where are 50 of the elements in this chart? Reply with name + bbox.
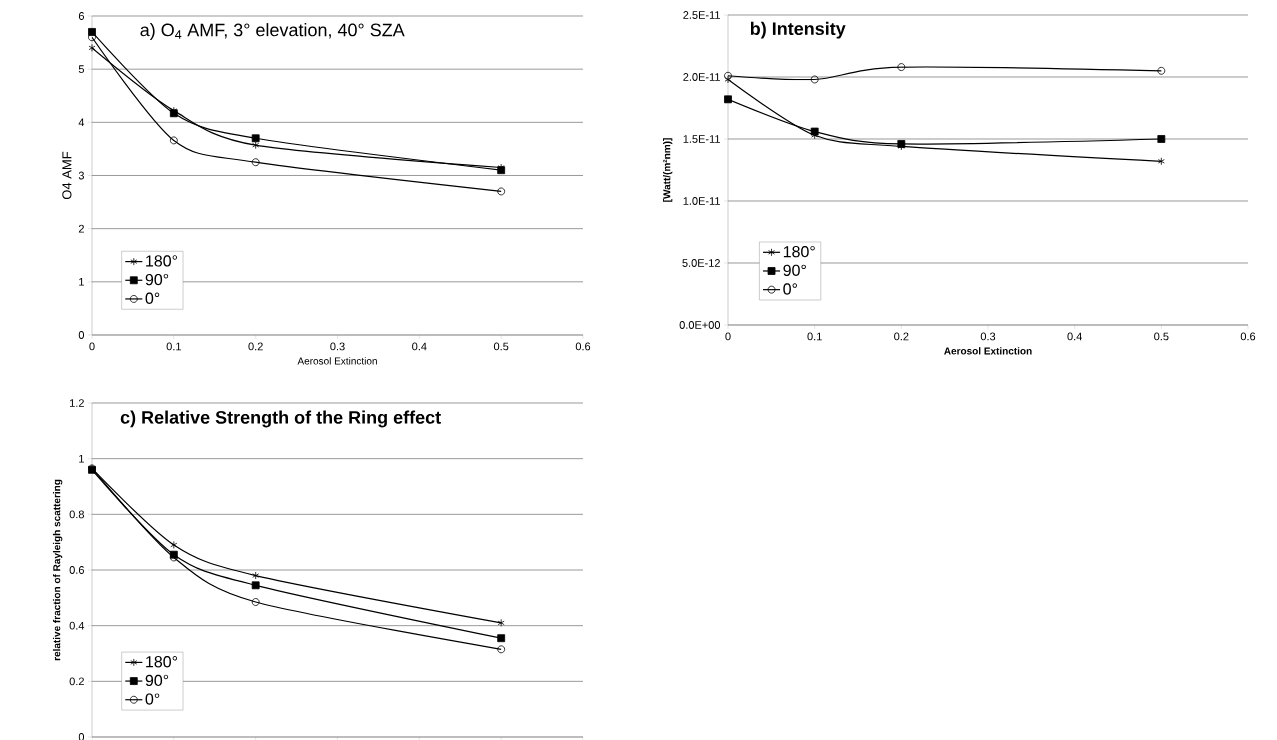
y-tick-label: 2.0E-11: [683, 73, 720, 81]
x-tick-label: 0: [725, 332, 731, 341]
y-tick-label: 0.8: [69, 510, 84, 519]
chart-title: c) Relative Strength of the Ring effect: [120, 410, 441, 428]
y-tick-label: 0: [78, 733, 85, 740]
y-tick-label: 1.2: [70, 399, 84, 407]
y-axis-title: O4 AMF: [62, 151, 72, 200]
legend-label: 90°: [145, 674, 169, 687]
legend-label: 0°: [145, 693, 160, 705]
y-tick-label: 6: [78, 12, 84, 20]
y-tick-label: 3: [78, 171, 84, 180]
x-tick-label: 0.6: [575, 342, 591, 351]
chart-title: b) Intensity: [750, 21, 846, 39]
y-tick-label: 5.0E-12: [682, 259, 720, 267]
legend-label: 0°: [783, 283, 798, 295]
y-tick-label: 1.0E-11: [683, 197, 720, 205]
y-tick-label: 2.5E-11: [683, 11, 720, 19]
legend-label: 90°: [145, 273, 169, 286]
x-tick-label: 0.1: [807, 332, 822, 341]
x-tick-label: 0: [89, 342, 95, 351]
x-tick-label: 0.4: [412, 342, 427, 351]
x-tick-label: 0.5: [493, 342, 509, 351]
y-tick-label: 4: [78, 118, 85, 127]
x-axis-title: Aerosol Extinction: [297, 357, 377, 365]
legend-label: 180°: [783, 245, 815, 258]
y-axis-title: relative fraction of Rayleigh scattering: [52, 479, 63, 661]
chart-title: a) O$_{4}$ AMF, 3° elevation, 40° SZA: [140, 23, 405, 40]
x-tick-label: 0.2: [894, 332, 909, 341]
y-tick-label: 1: [79, 278, 84, 286]
y-tick-label: 0.6: [69, 566, 84, 574]
x-tick-label: 0.6: [1240, 332, 1256, 341]
x-tick-label: 0.4: [1067, 332, 1082, 341]
y-tick-label: 1.5E-11: [683, 135, 720, 143]
y-tick-label: 2: [78, 224, 84, 233]
legend-label: 90°: [783, 264, 806, 276]
x-axis-title: Aerosol Extinction: [944, 347, 1032, 355]
legend-label: 180°: [146, 255, 178, 267]
x-tick-label: 0.5: [1154, 332, 1169, 341]
x-tick-label: 0.1: [166, 342, 181, 351]
y-tick-label: 0.0E+00: [679, 321, 721, 329]
legend-label: 0°: [145, 292, 160, 304]
y-tick-label: 0.4: [69, 621, 85, 630]
legend-label: 180°: [146, 656, 178, 668]
x-tick-label: 0.3: [980, 332, 996, 341]
x-tick-label: 0.2: [248, 342, 263, 351]
y-tick-label: 5: [78, 65, 84, 73]
y-tick-label: 1: [79, 454, 84, 463]
x-tick-label: 0.3: [330, 342, 345, 351]
y-tick-label: 0.2: [69, 677, 84, 686]
y-axis-title: [Watt/(m²nm)]: [663, 138, 673, 202]
